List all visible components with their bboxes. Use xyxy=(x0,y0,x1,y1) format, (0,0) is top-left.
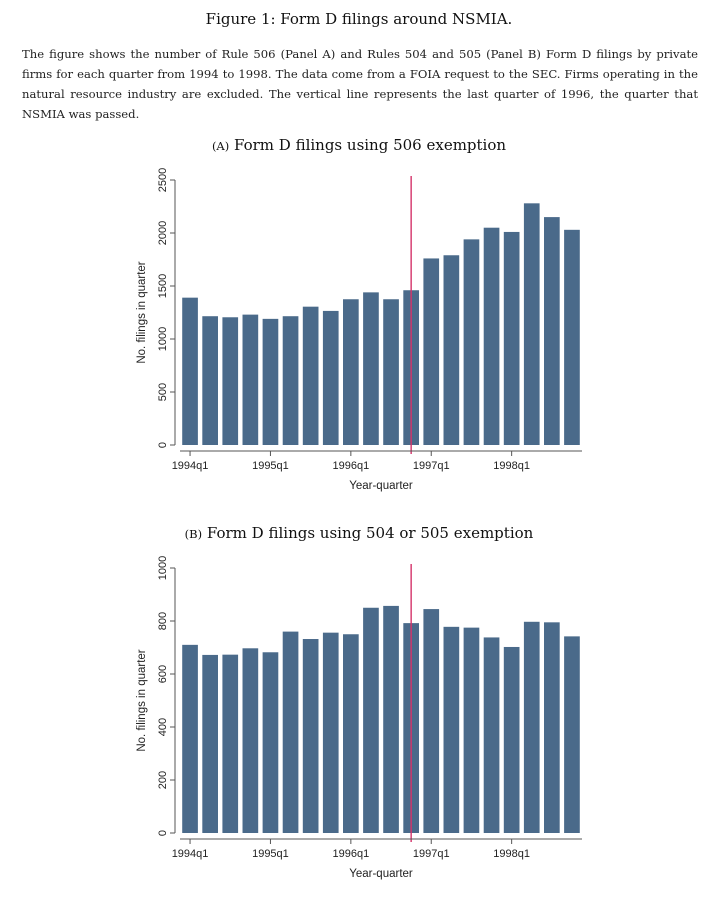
panel-b-bar xyxy=(544,622,560,833)
panel-a-bar xyxy=(523,203,540,445)
panel-b-bar xyxy=(463,627,480,834)
panel-a-bar xyxy=(383,299,399,445)
panel-a-y-tick-label: 1500 xyxy=(157,274,169,298)
panel-a-bar xyxy=(483,227,500,445)
panel-a-bar xyxy=(262,318,279,445)
panel-b-bar xyxy=(182,644,198,833)
panel-a-label: (A) xyxy=(211,139,230,153)
panel-a-x-tick-label: 1997q1 xyxy=(413,460,450,472)
panel-b-bar xyxy=(322,632,339,833)
panel-b-bar xyxy=(443,626,460,833)
panel-a-y-axis-title: No. filings in quarter xyxy=(136,261,148,363)
panel-a-y-tick-label: 2500 xyxy=(157,168,169,192)
panel-b-y-axis-title: No. filings in quarter xyxy=(136,649,148,751)
figure-title: Figure 1: Form D filings around NSMIA. xyxy=(205,10,513,28)
panel-b-x-tick-label: 1995q1 xyxy=(252,848,289,860)
panel-a-bar xyxy=(202,316,218,445)
panel-a-bar xyxy=(322,310,339,445)
panel-a-bar xyxy=(343,299,359,445)
panel-b-bar xyxy=(202,654,218,833)
panel-b-x-tick-label: 1996q1 xyxy=(332,848,369,860)
panel-a-bar xyxy=(503,231,520,445)
panel-a-title: (A) Form D filings using 506 exemption xyxy=(0,136,718,154)
panel-a-x-tick-label: 1998q1 xyxy=(493,460,530,472)
panel-b-label: (B) xyxy=(184,527,203,541)
panel-b-bar xyxy=(483,637,500,833)
panel-b-x-tick-label: 1994q1 xyxy=(172,848,209,860)
panel-b-bar xyxy=(282,631,299,833)
panel-b-x-tick-label: 1998q1 xyxy=(493,848,530,860)
panel-b-chart: 0 200 400 600 800 1000 1994q1 1995q1 1996q1 1997q… xyxy=(136,556,582,880)
panel-a-chart: 0 500 1000 1500 2000 2500 1994q1 1995q1 1996q1 19… xyxy=(136,168,582,492)
panel-a-bar xyxy=(443,255,460,445)
panel-a-x-tick-label: 1995q1 xyxy=(252,460,289,472)
panel-a-bar xyxy=(544,217,560,445)
panel-a-bar xyxy=(363,292,379,445)
panel-b-bar xyxy=(343,634,359,833)
panel-b-bar xyxy=(242,648,259,833)
panel-a-y-tick-label: 2000 xyxy=(157,221,169,245)
panel-a-bar xyxy=(222,317,239,445)
panel-a-title-text: Form D filings using 506 exemption xyxy=(234,136,507,154)
panel-b-bar xyxy=(423,609,440,833)
panel-b-x-tick-label: 1997q1 xyxy=(413,848,450,860)
figure-caption: The figure shows the number of Rule 506 … xyxy=(22,47,698,121)
panel-a-bar xyxy=(423,258,440,445)
panel-b-y-tick-label: 800 xyxy=(157,612,169,630)
panel-a-y-tick-label: 1000 xyxy=(157,327,169,351)
panel-b-y-tick-label: 0 xyxy=(157,830,169,836)
panel-b-title: (B) Form D filings using 504 or 505 exem… xyxy=(0,524,718,542)
panel-b-bar xyxy=(383,605,399,833)
panel-a-y-tick-label: 500 xyxy=(157,383,169,401)
panel-a-x-tick-label: 1994q1 xyxy=(172,460,209,472)
panel-b-y-tick-label: 600 xyxy=(157,665,169,683)
panel-b-bar xyxy=(262,652,279,833)
panel-b-bar xyxy=(523,621,540,833)
panel-a-bar xyxy=(463,239,480,445)
panel-a-y-tick-label: 0 xyxy=(157,442,169,448)
panel-a-bar xyxy=(564,229,580,445)
panel-a-bar xyxy=(282,316,299,445)
panel-b-bar xyxy=(363,607,379,833)
panel-a-bar xyxy=(182,297,198,445)
panel-b-bar xyxy=(503,646,520,833)
panel-a-x-axis-title: Year-quarter xyxy=(349,480,413,492)
panel-b-y-tick-label: 200 xyxy=(157,771,169,789)
panel-b-y-tick-label: 1000 xyxy=(157,556,169,580)
panel-b-x-axis-title: Year-quarter xyxy=(349,868,413,880)
panel-a-bar xyxy=(302,306,319,445)
panel-b-bar xyxy=(302,639,319,833)
panel-a-x-tick-label: 1996q1 xyxy=(332,460,369,472)
panel-a-bar xyxy=(242,314,259,445)
panel-b-bar xyxy=(564,636,580,833)
panel-b-bar xyxy=(222,654,239,833)
panel-b-title-text: Form D filings using 504 or 505 exemptio… xyxy=(206,524,534,542)
panel-b-y-tick-label: 400 xyxy=(157,718,169,736)
